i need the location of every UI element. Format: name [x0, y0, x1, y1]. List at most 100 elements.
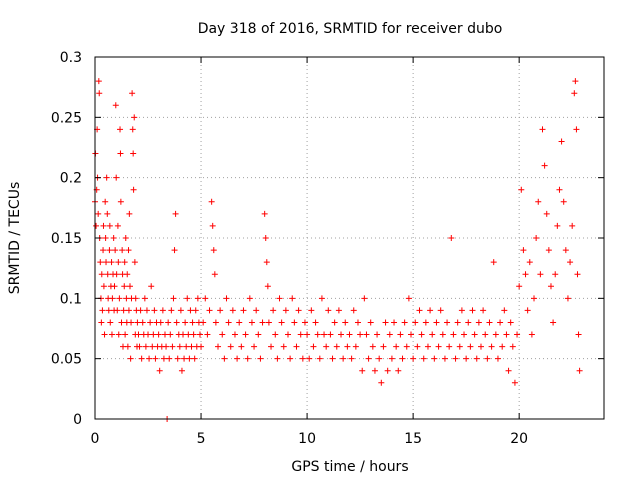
- data-point: [412, 319, 419, 326]
- data-point: [331, 319, 338, 326]
- data-point: [265, 319, 272, 326]
- data-point: [261, 210, 268, 217]
- data-point: [541, 162, 548, 169]
- data-point: [159, 307, 166, 314]
- data-point: [518, 186, 525, 193]
- data-point: [552, 271, 559, 278]
- data-point: [248, 319, 255, 326]
- data-point: [124, 343, 131, 350]
- data-point: [458, 307, 465, 314]
- data-point: [431, 355, 438, 362]
- data-point: [346, 331, 353, 338]
- y-tick-label: 0.25: [51, 110, 82, 126]
- data-point: [335, 307, 342, 314]
- data-point: [264, 283, 271, 290]
- data-point: [410, 355, 417, 362]
- data-point: [145, 331, 152, 338]
- data-point: [147, 319, 154, 326]
- x-tick-label: 20: [510, 431, 528, 447]
- data-point: [562, 247, 569, 254]
- data-point: [155, 331, 162, 338]
- data-point: [111, 283, 118, 290]
- data-point: [184, 295, 191, 302]
- data-point: [340, 355, 347, 362]
- data-point: [308, 307, 315, 314]
- data-point: [558, 138, 565, 145]
- data-point: [122, 331, 129, 338]
- data-point: [391, 319, 398, 326]
- data-point: [446, 343, 453, 350]
- data-point: [435, 343, 442, 350]
- data-point: [547, 283, 554, 290]
- data-point: [223, 295, 230, 302]
- data-point: [471, 331, 478, 338]
- data-point: [473, 355, 480, 362]
- data-point: [125, 247, 132, 254]
- data-point: [160, 355, 167, 362]
- data-point: [209, 222, 216, 229]
- data-point: [467, 343, 474, 350]
- data-point: [560, 198, 567, 205]
- data-point: [424, 343, 431, 350]
- data-point: [374, 331, 381, 338]
- data-point: [497, 319, 504, 326]
- data-point: [461, 331, 468, 338]
- data-point: [533, 235, 540, 241]
- data-point: [361, 295, 368, 302]
- data-point: [146, 355, 153, 362]
- data-point: [189, 319, 196, 326]
- data-point: [255, 331, 262, 338]
- data-point: [131, 114, 138, 121]
- data-point: [95, 210, 102, 217]
- data-point: [463, 355, 470, 362]
- data-point: [116, 295, 123, 302]
- data-point: [484, 355, 491, 362]
- data-point: [367, 319, 374, 326]
- plot-frame: [94, 56, 605, 420]
- data-point: [499, 343, 506, 350]
- data-point: [194, 295, 201, 302]
- data-point: [573, 126, 580, 133]
- data-point: [427, 307, 434, 314]
- data-point: [378, 379, 385, 386]
- data-point: [456, 343, 463, 350]
- data-point: [550, 319, 557, 326]
- data-point: [327, 331, 334, 338]
- data-point: [329, 355, 336, 362]
- data-point: [171, 247, 178, 254]
- data-point: [395, 367, 402, 374]
- data-point: [166, 355, 173, 362]
- data-point: [192, 307, 199, 314]
- data-point: [180, 331, 187, 338]
- data-point: [150, 331, 157, 338]
- data-point: [452, 355, 459, 362]
- data-point: [365, 355, 372, 362]
- data-point: [225, 319, 232, 326]
- data-point: [520, 247, 527, 254]
- data-point: [516, 283, 523, 290]
- data-point: [246, 295, 253, 302]
- data-point: [117, 126, 124, 133]
- data-point: [289, 295, 296, 302]
- data-point: [482, 331, 489, 338]
- data-point: [98, 319, 105, 326]
- data-point: [126, 210, 133, 217]
- data-point: [182, 319, 189, 326]
- data-point: [297, 331, 304, 338]
- data-point: [136, 343, 143, 350]
- data-point: [103, 259, 110, 266]
- data-point: [386, 331, 393, 338]
- data-point: [354, 319, 361, 326]
- y-tick-label: 0.1: [60, 291, 82, 307]
- data-point: [190, 331, 197, 338]
- data-point: [102, 198, 109, 205]
- data-point: [439, 331, 446, 338]
- data-point: [397, 331, 404, 338]
- data-point: [187, 307, 194, 314]
- data-point: [414, 343, 421, 350]
- data-point: [100, 247, 107, 254]
- data-point: [522, 271, 529, 278]
- data-point: [168, 307, 175, 314]
- data-point: [106, 247, 113, 254]
